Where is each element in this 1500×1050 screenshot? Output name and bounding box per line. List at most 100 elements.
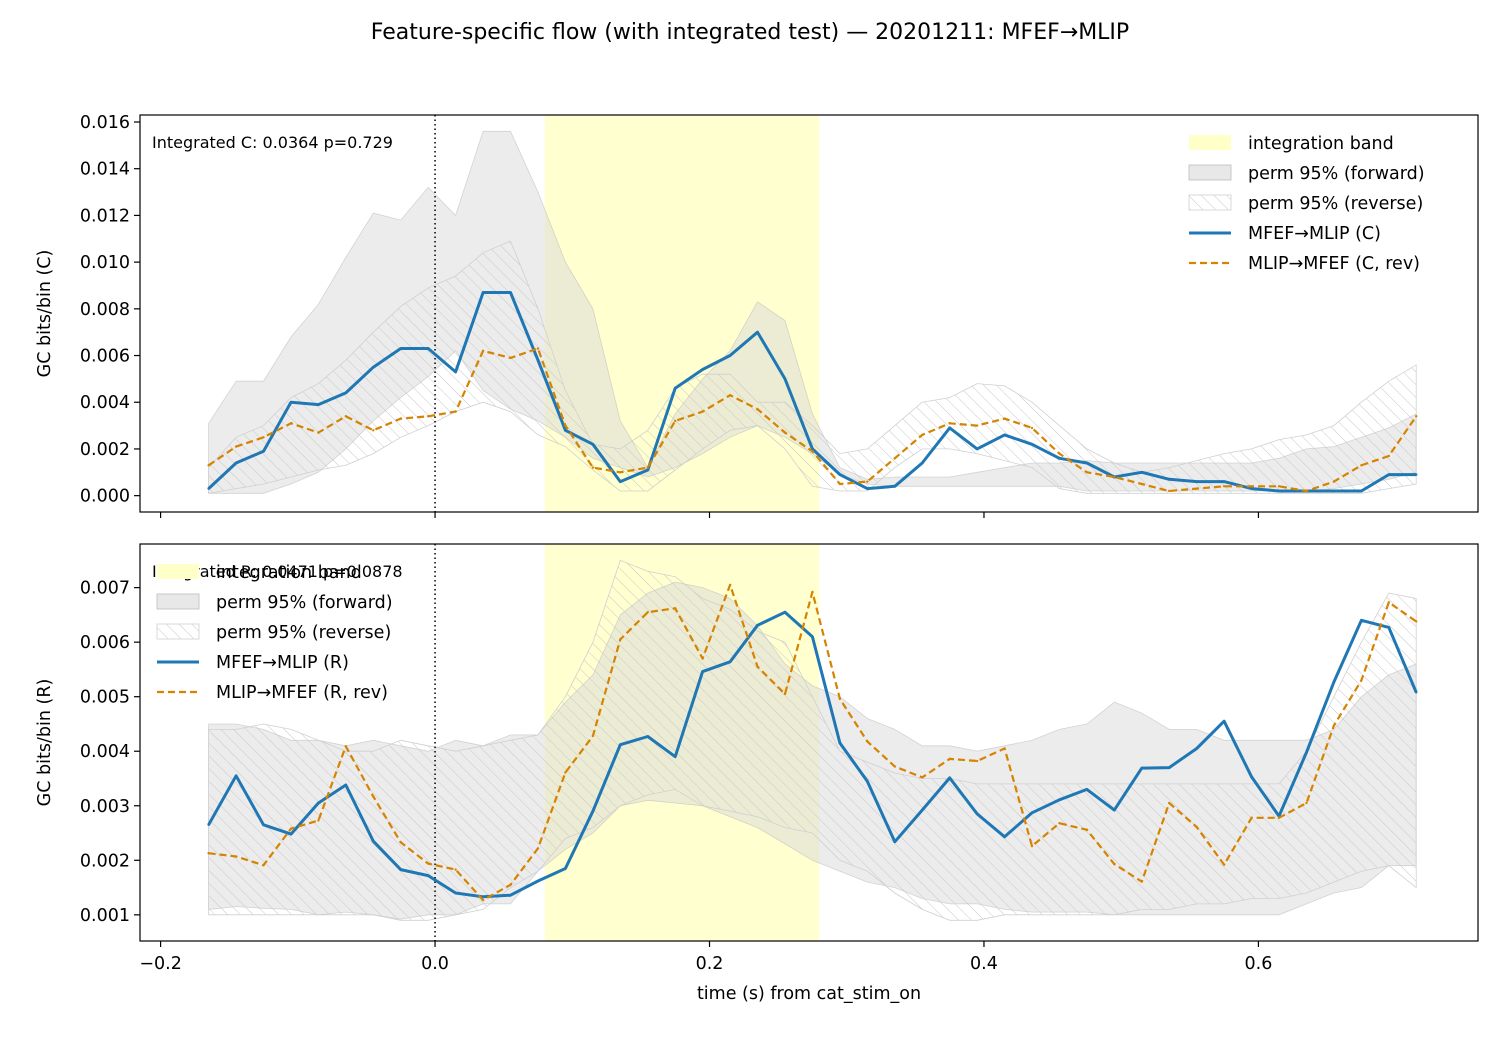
data-point-forward	[1415, 473, 1418, 476]
data-point-forward	[289, 832, 293, 836]
legend-label: MLIP→MFEF (R, rev)	[216, 683, 388, 703]
data-point-reverse	[481, 898, 485, 902]
data-point-reverse	[1113, 862, 1116, 866]
data-point-forward	[756, 330, 759, 334]
data-point-reverse	[783, 692, 787, 696]
data-point-reverse	[674, 419, 677, 423]
data-point-reverse	[975, 424, 979, 427]
data-point-forward	[372, 366, 375, 369]
data-point-forward	[1222, 480, 1226, 483]
data-point-forward	[838, 473, 842, 476]
data-point-reverse	[344, 415, 348, 418]
data-point-forward	[728, 660, 732, 663]
data-point-reverse	[838, 482, 842, 486]
data-point-reverse	[728, 394, 732, 397]
data-point-reverse	[1360, 464, 1363, 467]
data-point-reverse	[262, 436, 265, 439]
data-point-forward	[1140, 766, 1143, 770]
data-point-forward	[1360, 489, 1363, 493]
data-point-forward	[399, 347, 402, 350]
panel-bottom: −0.2 0.0 0.2 0.4 0.6 0.001 0.002 0.003 0.004 0.00…	[35, 543, 1479, 1004]
data-point-reverse	[426, 415, 430, 418]
y-tick-label: 0.001	[80, 906, 130, 926]
data-point-reverse	[591, 734, 595, 738]
data-point-forward	[426, 874, 430, 877]
integrated-stat-annotation: Integrated C: 0.0364 p=0.729	[152, 133, 393, 152]
data-point-reverse	[1085, 471, 1089, 474]
y-tick-label: 0.008	[80, 300, 130, 320]
data-point-forward	[564, 429, 567, 432]
data-point-reverse	[1140, 482, 1143, 486]
data-point-reverse	[1140, 880, 1143, 883]
data-point-reverse	[1030, 426, 1034, 430]
data-point-forward	[1360, 619, 1363, 622]
data-point-forward	[481, 895, 485, 899]
data-point-reverse	[619, 638, 622, 641]
data-point-reverse	[289, 422, 293, 425]
data-point-reverse	[289, 827, 293, 830]
y-tick-label: 0.012	[80, 206, 130, 226]
data-point-forward	[1140, 471, 1143, 474]
legend: integration band perm 95% (forward) perm 9…	[156, 563, 393, 703]
legend-label: MLIP→MFEF (C, rev)	[1248, 254, 1420, 274]
data-point-forward	[262, 450, 265, 453]
data-point-reverse	[399, 417, 402, 420]
perm-reverse-band	[208, 240, 1417, 494]
data-point-forward	[893, 485, 896, 488]
data-point-reverse	[454, 868, 457, 871]
data-point-reverse	[1332, 724, 1336, 727]
data-point-reverse	[838, 697, 842, 701]
data-point-forward	[591, 443, 595, 446]
data-point-reverse	[564, 424, 567, 427]
y-tick-label: 0.002	[80, 851, 130, 871]
data-point-forward	[1113, 808, 1116, 812]
data-point-reverse	[1168, 801, 1171, 805]
legend-swatch-perm-forward	[156, 593, 200, 610]
data-point-forward	[975, 447, 979, 451]
data-point-forward	[1305, 751, 1308, 754]
data-point-forward	[921, 461, 924, 465]
legend-label: perm 95% (reverse)	[216, 623, 391, 643]
data-point-forward	[399, 868, 402, 871]
data-point-forward	[838, 741, 842, 745]
legend-swatch-perm-reverse	[1188, 194, 1232, 211]
data-point-reverse	[1195, 487, 1198, 490]
data-point-forward	[207, 487, 210, 490]
data-point-forward	[811, 635, 814, 638]
legend-label: MFEF→MLIP (C)	[1248, 224, 1381, 244]
data-point-reverse	[921, 776, 924, 779]
integrated-stat-annotation: Integrated R: 0.0471 p=0.0878	[152, 562, 403, 581]
data-point-forward	[372, 840, 375, 843]
data-point-forward	[948, 426, 951, 430]
y-tick-label: 0.003	[80, 797, 130, 817]
data-point-forward	[317, 801, 320, 805]
data-point-reverse	[866, 740, 869, 743]
data-point-reverse	[509, 356, 512, 360]
data-point-forward	[536, 879, 540, 883]
data-point-reverse	[1387, 601, 1391, 604]
data-point-forward	[317, 403, 320, 406]
data-point-reverse	[975, 759, 979, 763]
data-point-reverse	[619, 471, 622, 474]
data-point-reverse	[756, 665, 759, 668]
y-tick-label: 0.000	[80, 487, 130, 507]
data-point-reverse	[893, 457, 896, 460]
data-point-forward	[234, 461, 238, 465]
data-point-forward	[509, 893, 512, 897]
y-tick-label: 0.006	[80, 347, 130, 367]
data-point-forward	[454, 370, 457, 374]
y-tick-label: 0.010	[80, 253, 130, 273]
data-point-forward	[783, 377, 787, 381]
data-point-reverse	[1058, 452, 1061, 455]
data-point-reverse	[948, 422, 951, 425]
data-point-forward	[1222, 720, 1226, 723]
data-point-forward	[975, 812, 979, 816]
legend-swatch-band	[157, 564, 199, 579]
data-point-reverse	[893, 765, 896, 768]
y-axis-label: GC bits/bin (C)	[35, 250, 55, 378]
data-point-reverse	[234, 445, 238, 448]
data-point-forward	[783, 610, 787, 614]
legend-label: perm 95% (reverse)	[1248, 194, 1423, 214]
data-point-forward	[344, 391, 348, 395]
